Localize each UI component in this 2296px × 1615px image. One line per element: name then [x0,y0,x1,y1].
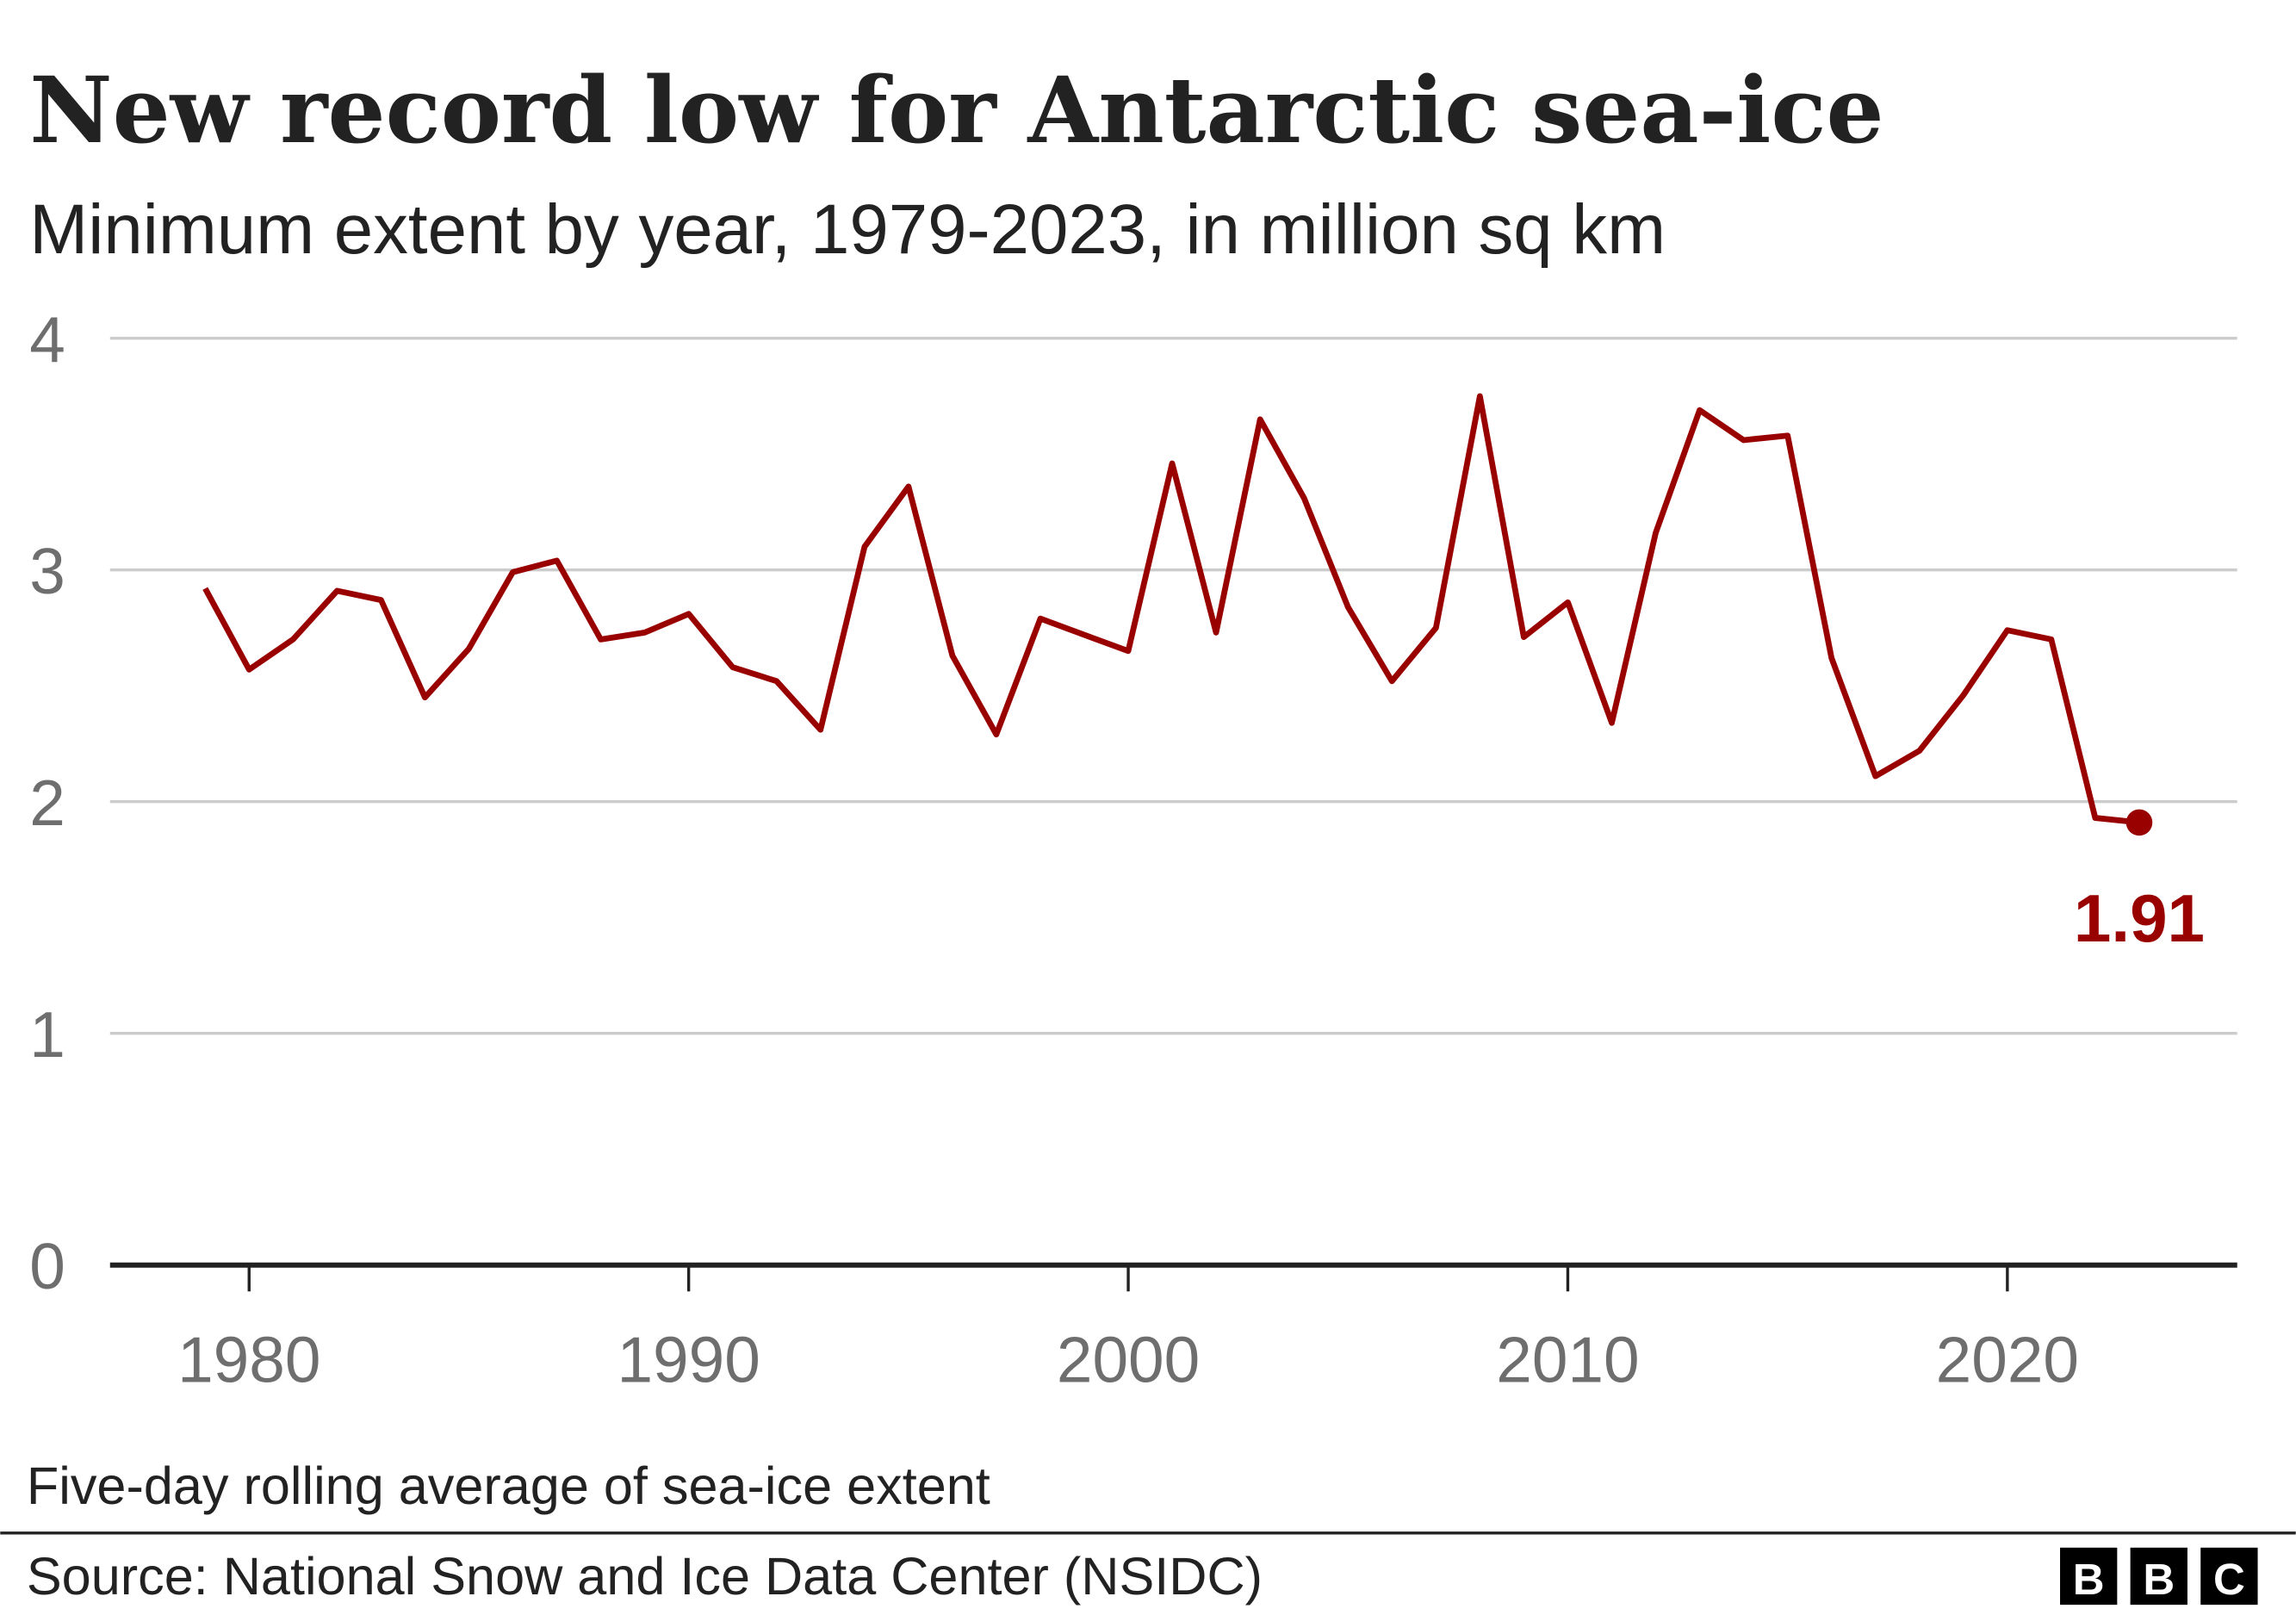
y-tick-label: 2 [29,767,65,839]
bbc-logo-block [2060,1547,2118,1606]
x-axis-ticks: 1980 1990 2000 2010 2020 [177,1264,2079,1396]
y-tick-label: 0 [29,1230,65,1302]
latest-point-marker [2125,809,2153,836]
x-tick-label: 2000 [1057,1324,1200,1396]
latest-value-label: 1.91 [2074,880,2205,956]
bbc-logo-block [2200,1547,2258,1606]
x-tick-label: 2020 [1936,1324,2079,1396]
y-axis-ticks: 0 1 2 3 4 [29,303,65,1302]
source: Source: National Snow and Ice Data Cente… [27,1547,1263,1606]
x-tick-label: 1990 [617,1324,760,1396]
series: 1.91 [202,393,2205,956]
y-tick-label: 3 [29,535,65,607]
x-tick-label: 1980 [177,1324,320,1396]
bbc-logo-letter: B [2073,1555,2105,1604]
series-line [202,393,2140,826]
bbc-logo-letter: B [2143,1555,2175,1604]
bbc-logo-block [2130,1547,2187,1606]
bbc-logo-letter: C [2213,1555,2245,1604]
gridlines [109,336,2237,1268]
y-tick-label: 1 [29,998,65,1071]
footnote: Five-day rolling average of sea-ice exte… [27,1457,990,1515]
x-tick-label: 2010 [1496,1324,1639,1396]
y-tick-label: 4 [29,303,65,376]
chart-title: New record low for Antarctic sea-ice [29,57,1883,164]
chart-subtitle: Minimum extent by year, 1979-2023, in mi… [29,190,1666,269]
